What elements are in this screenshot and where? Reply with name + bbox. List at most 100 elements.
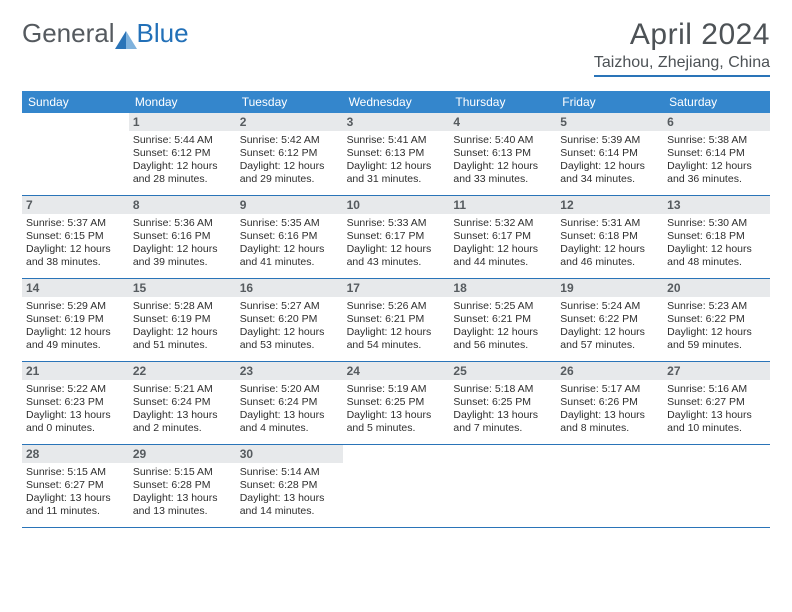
day-number: 24 bbox=[343, 362, 450, 380]
day-number: 3 bbox=[343, 113, 450, 131]
day-info-line: Sunset: 6:21 PM bbox=[453, 313, 552, 326]
day-info-line: and 2 minutes. bbox=[133, 422, 232, 435]
dow-wednesday: Wednesday bbox=[343, 91, 450, 113]
day-info-line: Sunset: 6:15 PM bbox=[26, 230, 125, 243]
day-info-line: Sunset: 6:16 PM bbox=[240, 230, 339, 243]
day-number: 16 bbox=[236, 279, 343, 297]
day-info-line: and 41 minutes. bbox=[240, 256, 339, 269]
day-info-line: Sunset: 6:20 PM bbox=[240, 313, 339, 326]
day-info-line: and 7 minutes. bbox=[453, 422, 552, 435]
day-info-line: and 59 minutes. bbox=[667, 339, 766, 352]
day-cell: 25Sunrise: 5:18 AMSunset: 6:25 PMDayligh… bbox=[449, 362, 556, 444]
day-info-line: and 11 minutes. bbox=[26, 505, 125, 518]
day-info-line: Sunrise: 5:18 AM bbox=[453, 383, 552, 396]
day-info-line: Sunrise: 5:42 AM bbox=[240, 134, 339, 147]
day-cell: 14Sunrise: 5:29 AMSunset: 6:19 PMDayligh… bbox=[22, 279, 129, 361]
day-info-line: Sunset: 6:13 PM bbox=[453, 147, 552, 160]
day-cell: 16Sunrise: 5:27 AMSunset: 6:20 PMDayligh… bbox=[236, 279, 343, 361]
day-info-line: and 0 minutes. bbox=[26, 422, 125, 435]
day-info-line: Sunset: 6:12 PM bbox=[133, 147, 232, 160]
day-info-line: Daylight: 12 hours bbox=[240, 326, 339, 339]
dow-saturday: Saturday bbox=[663, 91, 770, 113]
day-info-line: Daylight: 12 hours bbox=[133, 326, 232, 339]
day-number bbox=[22, 113, 129, 117]
day-info-line: and 44 minutes. bbox=[453, 256, 552, 269]
day-number: 28 bbox=[22, 445, 129, 463]
day-info-line: Daylight: 12 hours bbox=[560, 326, 659, 339]
day-info-line: Sunrise: 5:35 AM bbox=[240, 217, 339, 230]
day-info-line: and 5 minutes. bbox=[347, 422, 446, 435]
day-info-line: Daylight: 12 hours bbox=[26, 326, 125, 339]
day-info-line: Sunrise: 5:37 AM bbox=[26, 217, 125, 230]
day-cell: 9Sunrise: 5:35 AMSunset: 6:16 PMDaylight… bbox=[236, 196, 343, 278]
day-info-line: Daylight: 13 hours bbox=[560, 409, 659, 422]
logo: General Blue bbox=[22, 18, 189, 49]
day-cell bbox=[556, 445, 663, 527]
day-info-line: Daylight: 13 hours bbox=[240, 409, 339, 422]
day-info-line: Sunrise: 5:31 AM bbox=[560, 217, 659, 230]
logo-text-1: General bbox=[22, 18, 115, 49]
day-info-line: Sunrise: 5:29 AM bbox=[26, 300, 125, 313]
day-info-line: Daylight: 12 hours bbox=[453, 326, 552, 339]
day-info-line: Sunset: 6:26 PM bbox=[560, 396, 659, 409]
day-info-line: Sunrise: 5:26 AM bbox=[347, 300, 446, 313]
day-number: 19 bbox=[556, 279, 663, 297]
day-number: 22 bbox=[129, 362, 236, 380]
day-info-line: Daylight: 13 hours bbox=[240, 492, 339, 505]
day-cell bbox=[22, 113, 129, 195]
day-info-line: and 10 minutes. bbox=[667, 422, 766, 435]
day-cell: 1Sunrise: 5:44 AMSunset: 6:12 PMDaylight… bbox=[129, 113, 236, 195]
day-info-line: Daylight: 12 hours bbox=[347, 326, 446, 339]
day-cell: 30Sunrise: 5:14 AMSunset: 6:28 PMDayligh… bbox=[236, 445, 343, 527]
day-info-line: Sunset: 6:22 PM bbox=[560, 313, 659, 326]
day-number: 2 bbox=[236, 113, 343, 131]
day-info-line: Sunset: 6:13 PM bbox=[347, 147, 446, 160]
day-cell: 6Sunrise: 5:38 AMSunset: 6:14 PMDaylight… bbox=[663, 113, 770, 195]
logo-triangle-icon bbox=[115, 25, 137, 43]
day-cell: 10Sunrise: 5:33 AMSunset: 6:17 PMDayligh… bbox=[343, 196, 450, 278]
day-info-line: Sunrise: 5:19 AM bbox=[347, 383, 446, 396]
week-row: 14Sunrise: 5:29 AMSunset: 6:19 PMDayligh… bbox=[22, 279, 770, 362]
day-number: 20 bbox=[663, 279, 770, 297]
day-number: 13 bbox=[663, 196, 770, 214]
day-cell: 28Sunrise: 5:15 AMSunset: 6:27 PMDayligh… bbox=[22, 445, 129, 527]
day-info-line: Daylight: 12 hours bbox=[240, 243, 339, 256]
day-info-line: Daylight: 12 hours bbox=[133, 243, 232, 256]
day-info-line: Sunset: 6:18 PM bbox=[667, 230, 766, 243]
day-number: 18 bbox=[449, 279, 556, 297]
day-info-line: Sunset: 6:24 PM bbox=[133, 396, 232, 409]
day-info-line: Sunset: 6:25 PM bbox=[347, 396, 446, 409]
title-underline bbox=[594, 75, 770, 77]
day-info-line: and 56 minutes. bbox=[453, 339, 552, 352]
day-info-line: Sunset: 6:23 PM bbox=[26, 396, 125, 409]
day-info-line: Daylight: 12 hours bbox=[347, 243, 446, 256]
day-cell: 21Sunrise: 5:22 AMSunset: 6:23 PMDayligh… bbox=[22, 362, 129, 444]
day-number: 17 bbox=[343, 279, 450, 297]
day-number bbox=[449, 445, 556, 449]
day-info-line: Daylight: 12 hours bbox=[26, 243, 125, 256]
day-number: 4 bbox=[449, 113, 556, 131]
day-cell: 11Sunrise: 5:32 AMSunset: 6:17 PMDayligh… bbox=[449, 196, 556, 278]
header: General Blue April 2024 Taizhou, Zhejian… bbox=[0, 0, 792, 85]
day-info-line: and 39 minutes. bbox=[133, 256, 232, 269]
day-info-line: Sunset: 6:12 PM bbox=[240, 147, 339, 160]
day-info-line: Sunset: 6:16 PM bbox=[133, 230, 232, 243]
day-number: 21 bbox=[22, 362, 129, 380]
day-number: 30 bbox=[236, 445, 343, 463]
day-info-line: Sunset: 6:27 PM bbox=[26, 479, 125, 492]
day-info-line: and 54 minutes. bbox=[347, 339, 446, 352]
day-info-line: Daylight: 12 hours bbox=[133, 160, 232, 173]
day-info-line: Sunrise: 5:24 AM bbox=[560, 300, 659, 313]
day-number: 7 bbox=[22, 196, 129, 214]
day-number: 25 bbox=[449, 362, 556, 380]
day-cell: 22Sunrise: 5:21 AMSunset: 6:24 PMDayligh… bbox=[129, 362, 236, 444]
day-info-line: Sunset: 6:17 PM bbox=[347, 230, 446, 243]
day-info-line: Daylight: 12 hours bbox=[453, 160, 552, 173]
day-info-line: Sunset: 6:19 PM bbox=[26, 313, 125, 326]
day-number: 12 bbox=[556, 196, 663, 214]
day-info-line: Sunrise: 5:28 AM bbox=[133, 300, 232, 313]
day-number: 1 bbox=[129, 113, 236, 131]
weeks-container: 1Sunrise: 5:44 AMSunset: 6:12 PMDaylight… bbox=[22, 113, 770, 528]
day-info-line: and 43 minutes. bbox=[347, 256, 446, 269]
dow-thursday: Thursday bbox=[449, 91, 556, 113]
